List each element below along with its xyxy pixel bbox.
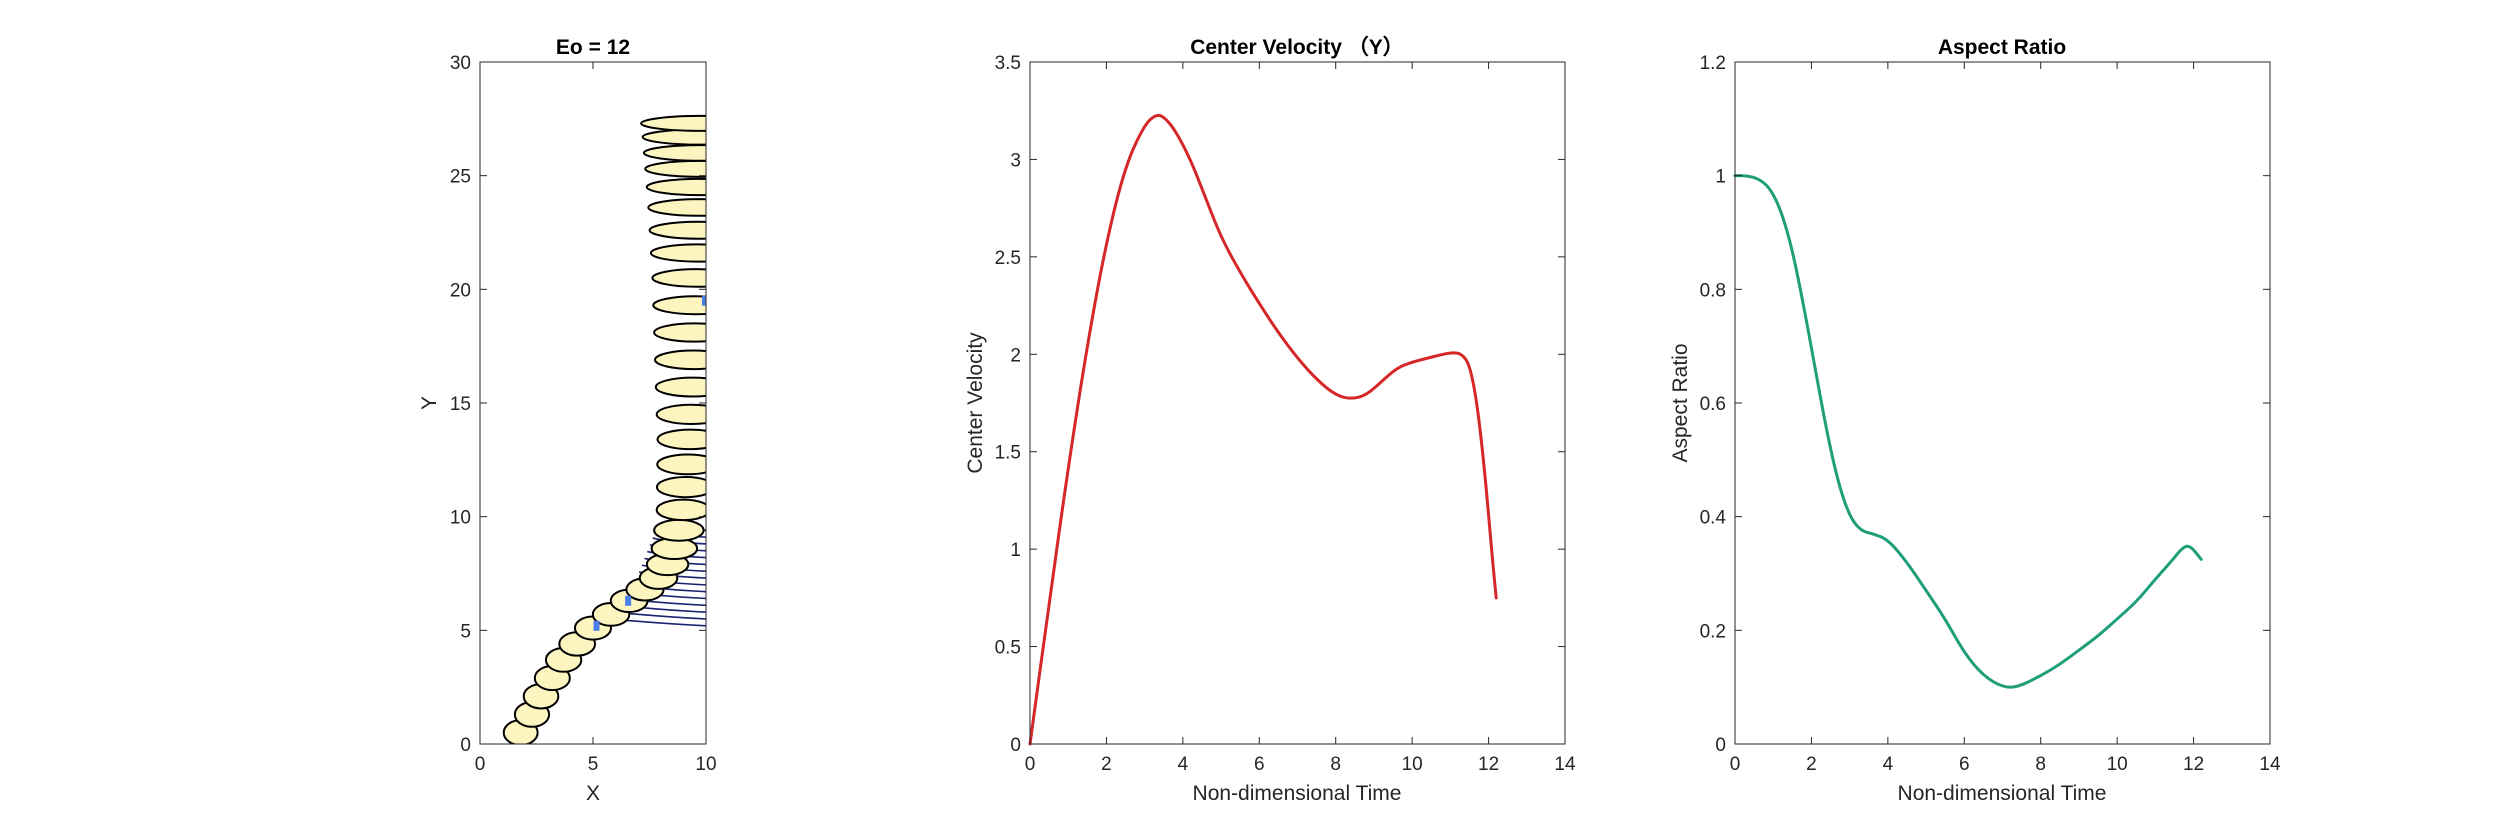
x-tick-label: 4 xyxy=(1178,754,1189,775)
y-tick-label: 2 xyxy=(1010,345,1021,366)
y-tick-label: 5 xyxy=(460,621,471,642)
y-tick-label: 0.8 xyxy=(1700,280,1726,301)
y-tick-label: 0.5 xyxy=(995,638,1021,659)
x-tick-label: 10 xyxy=(695,754,716,775)
y-tick-label: 25 xyxy=(450,167,471,188)
bubble-contour xyxy=(647,198,706,217)
wake-contour xyxy=(622,612,706,620)
aspect-ratio-panel: Aspect Ratio 0 2 4 6 8 10 12 14 0 0.2 0.4 0.6 0.8 1 1.… xyxy=(1669,36,2281,805)
y-tick-label: 1 xyxy=(1010,540,1021,561)
x-tick-label: 12 xyxy=(2183,754,2204,775)
x-tick-label: 6 xyxy=(1959,754,1970,775)
y-tick-label: 15 xyxy=(450,394,471,415)
x-tick-label: 2 xyxy=(1806,754,1817,775)
bubble-contour xyxy=(652,295,706,316)
chart-title: Aspect Ratio xyxy=(1938,36,2066,59)
bubble-contour xyxy=(654,376,706,398)
plot-frame xyxy=(1734,61,2271,745)
wake-contour xyxy=(620,618,706,627)
y-tick-label: 1.2 xyxy=(1700,53,1726,74)
y-tick-label: 0 xyxy=(1010,735,1021,756)
interface-marker xyxy=(702,295,706,306)
y-tick-label: 0.2 xyxy=(1700,621,1726,642)
y-tick-label: 2.5 xyxy=(995,248,1021,269)
bubble-contour xyxy=(651,268,706,288)
x-tick-label: 5 xyxy=(588,754,599,775)
x-tick-label: 10 xyxy=(2107,754,2128,775)
x-tick-label: 4 xyxy=(1883,754,1894,775)
y-tick-label: 0 xyxy=(1715,735,1726,756)
plot-frame xyxy=(1029,61,1566,745)
x-tick-label: 0 xyxy=(1730,754,1741,775)
x-tick-label: 2 xyxy=(1101,754,1112,775)
series-line xyxy=(1733,174,2203,689)
bubble-contour xyxy=(655,476,706,499)
x-axis-label: X xyxy=(586,782,600,805)
bubble-contour xyxy=(642,144,706,162)
x-tick-label: 8 xyxy=(1330,754,1341,775)
series-line xyxy=(1028,113,1498,746)
x-tick-label: 0 xyxy=(475,754,486,775)
bubble-contours xyxy=(502,114,706,744)
y-tick-label: 0.6 xyxy=(1700,394,1726,415)
aspect-ratio-series xyxy=(1733,174,2203,689)
chart-title: Eo = 12 xyxy=(556,36,630,59)
y-axis-label: Y xyxy=(418,396,441,410)
bubble-contour xyxy=(656,453,706,476)
y-tick-label: 0 xyxy=(460,735,471,756)
x-tick-label: 14 xyxy=(2259,754,2281,775)
y-axis-label: Center Velocity xyxy=(964,332,987,474)
y-tick-label: 30 xyxy=(450,53,471,74)
bubble-contour xyxy=(656,428,706,451)
tick-layer: 0 2 4 6 8 10 12 14 0 0.5 1 1.5 2 2.5 3 3.5 xyxy=(995,53,1576,775)
x-tick-label: 8 xyxy=(2035,754,2046,775)
center-velocity-panel: Center Velocity （Y） 0 2 4 6 8 10 12 14 0 0.5 1 1.5 2… xyxy=(964,35,1576,805)
bubble-contour xyxy=(644,159,706,178)
y-tick-label: 1.5 xyxy=(995,443,1021,464)
interface-marker xyxy=(593,620,600,631)
x-tick-label: 14 xyxy=(1554,754,1576,775)
y-tick-label: 3 xyxy=(1010,150,1021,171)
contour-plot-panel: Eo = 12 0 5 10 0 5 10 15 20 25 30 X Y xyxy=(418,36,717,805)
y-tick-label: 3.5 xyxy=(995,53,1021,74)
bubble-contour xyxy=(655,498,706,522)
bubble-contour xyxy=(653,518,705,542)
x-axis-label: Non-dimensional Time xyxy=(1898,782,2107,805)
bubble-contour xyxy=(649,243,706,263)
bubble-contour xyxy=(655,403,706,425)
interface-marker xyxy=(625,595,632,606)
x-tick-label: 12 xyxy=(1478,754,1499,775)
bubble-contour xyxy=(653,349,706,371)
velocity-series xyxy=(1028,113,1498,746)
bubble-contour xyxy=(648,220,706,240)
x-tick-label: 6 xyxy=(1254,754,1265,775)
bubble-contour xyxy=(640,114,706,132)
x-tick-label: 0 xyxy=(1025,754,1036,775)
tick-layer: 0 5 10 0 5 10 15 20 25 30 xyxy=(450,53,717,775)
y-axis-label: Aspect Ratio xyxy=(1669,343,1692,462)
y-tick-label: 1 xyxy=(1715,167,1726,188)
y-tick-label: 0.4 xyxy=(1700,508,1727,529)
bubble-contour xyxy=(653,322,706,343)
bubble-contour xyxy=(645,177,706,197)
chart-title: Center Velocity （Y） xyxy=(1190,35,1404,59)
tick-layer: 0 2 4 6 8 10 12 14 0 0.2 0.4 0.6 0.8 1 1.2 xyxy=(1700,53,2281,775)
x-axis-label: Non-dimensional Time xyxy=(1193,782,1402,805)
y-tick-label: 10 xyxy=(450,508,471,529)
x-tick-label: 10 xyxy=(1402,754,1423,775)
y-tick-label: 20 xyxy=(450,280,471,301)
